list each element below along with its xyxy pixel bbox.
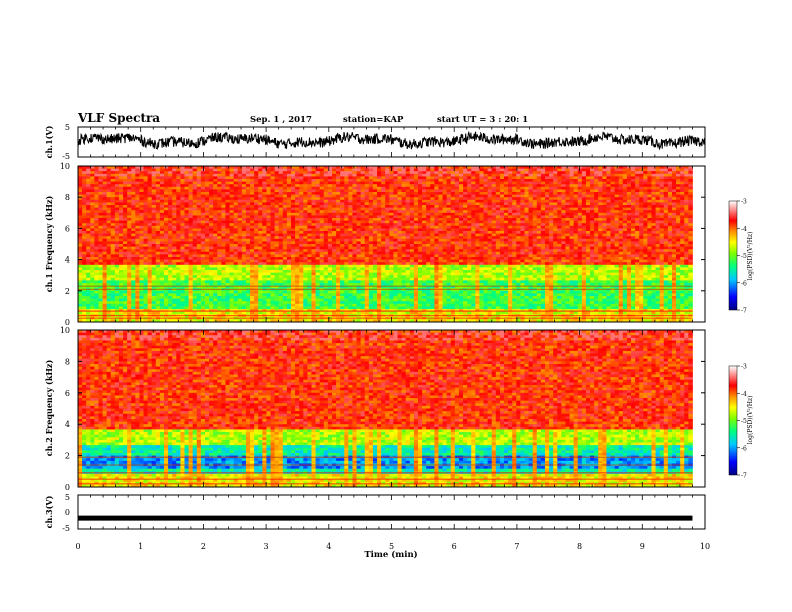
ch3-ytick-top: 5	[65, 493, 70, 502]
ytick-label: 4	[65, 256, 70, 265]
ytick-label: 10	[60, 162, 70, 171]
ch3-ytick-bottom: -5	[62, 524, 70, 533]
ch2-colorbar-ticks: -3 -4 -5 -6 -7	[737, 364, 747, 480]
ch2-spectrogram-image	[78, 330, 693, 488]
colorbar-tick-label: -4	[741, 391, 747, 398]
colorbar-tick-label: -5	[741, 418, 747, 425]
ytick-label: 6	[65, 389, 70, 398]
xtick-label: 9	[640, 542, 645, 551]
ch3-waveform-panel: 5 0 -5 ch.3(V) 0 1 2 3 4 5 6 7 8 9 10 Time (min)	[44, 127, 710, 560]
colorbar-tick-label: -6	[741, 445, 747, 452]
ch2-colorbar	[728, 365, 738, 476]
ch2-ytick-labels: 0 2 4 6 8 10	[60, 326, 705, 492]
xtick-label: 8	[577, 542, 582, 551]
xtick-label: 4	[326, 542, 331, 551]
ytick-label: 4	[65, 420, 70, 429]
ch1-spec-ylabel: ch.1 Frequency (kHz)	[44, 196, 54, 293]
ch1-colorbar-ticks: -3 -4 -5 -6 -7	[737, 199, 747, 315]
ytick-label: 2	[65, 287, 70, 296]
ch1-ytick-bottom: -5	[62, 152, 70, 161]
ch2-colorbar-label: log(PSD)(V²/Hz)	[747, 396, 754, 445]
x-axis-ticks: 0 1 2 3 4 5 6 7 8 9 10	[75, 127, 710, 551]
colorbar-tick-label: -3	[741, 199, 747, 206]
ytick-label: 0	[65, 483, 70, 492]
colorbar-tick-label: -7	[741, 473, 747, 480]
ch1-ytick-labels: 0 2 4 6 8 10	[60, 162, 705, 327]
ch1-ytick-top: 5	[65, 123, 70, 132]
colorbar-tick-label: -7	[741, 308, 747, 315]
x-axis-label: Time (min)	[364, 549, 417, 560]
ytick-label: 10	[60, 326, 70, 335]
xtick-label: 3	[264, 542, 269, 551]
ch1-waveform-panel: 5 -5 ch.1(V)	[44, 123, 706, 161]
ytick-label: 6	[65, 224, 70, 233]
ch3-ylabel: ch.3(V)	[44, 495, 54, 528]
station-label: station=KAP	[343, 115, 404, 125]
xtick-label: 5	[389, 542, 394, 551]
xtick-label: 0	[75, 542, 80, 551]
start-ut-label: start UT = 3 : 20: 1	[437, 115, 529, 125]
ch1-colorbar-label: log(PSD)(V²/Hz)	[747, 232, 754, 281]
ch3-waveform-line	[78, 515, 693, 521]
colorbar-tick-label: -3	[741, 364, 747, 371]
ytick-label: 8	[65, 193, 70, 202]
xtick-label: 7	[514, 542, 519, 551]
ytick-label: 8	[65, 357, 70, 366]
date-label: Sep. 1 , 2017	[250, 115, 312, 125]
xtick-label: 10	[700, 542, 710, 551]
figure-title: VLF Spectra	[78, 111, 161, 125]
colorbar-tick-label: -4	[741, 226, 747, 233]
ch1-ylabel: ch.1(V)	[44, 125, 54, 158]
ytick-label: 0	[65, 318, 70, 327]
ch3-ytick-mid: 0	[65, 508, 70, 517]
colorbar-tick-label: -5	[741, 253, 747, 260]
ch1-colorbar	[728, 200, 738, 311]
ch2-spec-ylabel: ch.2 Frequency (kHz)	[44, 360, 54, 457]
ch1-spectrogram-image	[78, 166, 693, 323]
xtick-label: 2	[201, 542, 206, 551]
colorbar-tick-label: -6	[741, 280, 747, 287]
ch1-waveform-line	[77, 130, 706, 151]
ch3-waveform-frame	[77, 494, 706, 530]
ytick-label: 2	[65, 452, 70, 461]
xtick-label: 6	[452, 542, 457, 551]
xtick-label: 1	[138, 542, 143, 551]
